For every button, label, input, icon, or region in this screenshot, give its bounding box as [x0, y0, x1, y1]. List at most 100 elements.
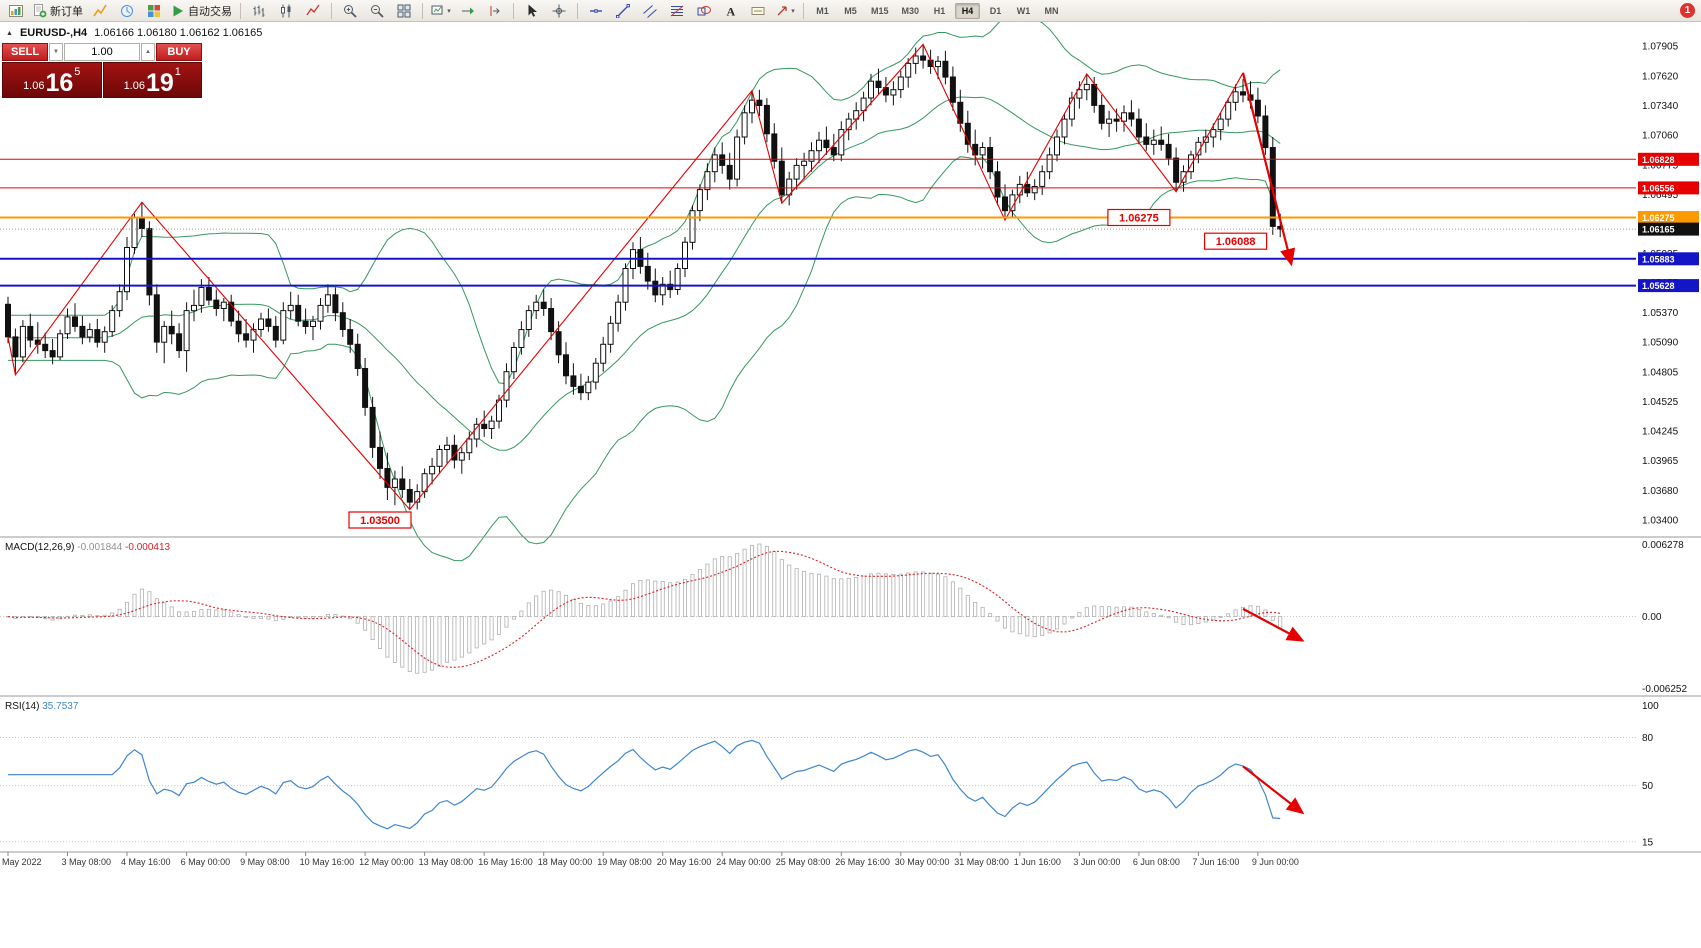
- price-annotation-box[interactable]: [348, 511, 412, 529]
- candle-wicks: [7, 44, 1281, 510]
- notification-badge[interactable]: 1: [1680, 3, 1695, 18]
- toolbar-separator: [577, 2, 578, 19]
- chevron-up-icon: ▲: [145, 49, 151, 55]
- price-tag-label: 1.05883: [1642, 254, 1675, 264]
- macd-down-arrow[interactable]: [1242, 607, 1305, 642]
- fibonacci-button[interactable]: [664, 0, 690, 21]
- timeframe-m1[interactable]: M1: [816, 5, 829, 16]
- chart-canvas[interactable]: 1.079051.076201.073401.070601.067751.064…: [0, 13, 1701, 943]
- price-annotation-text: 1.06275: [1119, 213, 1159, 225]
- cursor-icon: [525, 4, 539, 18]
- macd-signal-line: [7, 550, 1281, 668]
- chevron-down-icon: ▼: [53, 49, 59, 55]
- crosshair-button[interactable]: [546, 0, 572, 21]
- sell-button[interactable]: SELL: [2, 43, 48, 61]
- toolbar-separator: [422, 2, 423, 19]
- price-tag: [1638, 152, 1699, 166]
- one-click-toggle-icon[interactable]: ▲: [6, 29, 13, 37]
- toolbar-separator: [803, 2, 804, 19]
- sell-price-button[interactable]: 1.06 16 5: [2, 62, 102, 98]
- chart-canvas-holder: 1.07905 1.07620 1.07340 1.07060 1.06775 1.064…: [0, 13, 1701, 948]
- autoplay-icon: [171, 4, 185, 18]
- macd-histogram: [6, 543, 1283, 674]
- time-axis-label: 12 May 00:00: [359, 857, 414, 867]
- profiles-button[interactable]: [114, 0, 140, 21]
- tile-windows-button[interactable]: [391, 0, 417, 21]
- price-axis-label: 1.05370: [1642, 308, 1679, 319]
- timeframe-h4[interactable]: H4: [955, 2, 981, 19]
- autotrading-button[interactable]: 自动交易: [168, 0, 235, 21]
- line-chart-button[interactable]: [300, 0, 326, 21]
- svg-text:A: A: [727, 4, 736, 18]
- time-axis-label: 25 May 08:00: [776, 857, 831, 867]
- buy-price-button[interactable]: 1.06 19 1: [102, 62, 202, 98]
- autoscroll-icon: [461, 4, 475, 18]
- cursor-button[interactable]: [519, 0, 545, 21]
- fibo-icon: [670, 4, 684, 18]
- zoom-in-button[interactable]: [337, 0, 363, 21]
- timeframe-h1[interactable]: H1: [933, 5, 946, 16]
- timeframe-mn[interactable]: MN: [1044, 5, 1059, 16]
- candlestick-chart-button[interactable]: [273, 0, 299, 21]
- timeframe-m15[interactable]: M15: [871, 5, 889, 16]
- auto-scroll-button[interactable]: [455, 0, 481, 21]
- chart-area: 1.07905 1.07620 1.07340 1.07060 1.06775 1.064…: [0, 13, 1701, 943]
- price-axis-label: 1.07620: [1642, 72, 1679, 83]
- price-tag: [1638, 181, 1699, 195]
- terminal-button[interactable]: [3, 0, 29, 21]
- timeframe-m30[interactable]: M30: [901, 5, 920, 16]
- macd-axis-label: 0.006278: [1642, 540, 1684, 551]
- price-axis-label: 1.06775: [1642, 160, 1679, 171]
- time-axis-label: 3 May 08:00: [62, 857, 112, 867]
- shapes-button[interactable]: [691, 0, 717, 21]
- templates-button[interactable]: [141, 0, 167, 21]
- buy-button[interactable]: BUY: [156, 43, 202, 61]
- time-axis-label: 10 May 16:00: [300, 857, 355, 867]
- price-annotation-box[interactable]: [1203, 232, 1268, 250]
- symbol-ohlc: 1.06166 1.06180 1.06162 1.06165: [94, 27, 263, 39]
- bollinger-upper-band: [8, 13, 1281, 385]
- trendline-button[interactable]: [610, 0, 636, 21]
- indicators-button[interactable]: [87, 0, 113, 21]
- timeframe-w1[interactable]: W1: [1016, 5, 1031, 16]
- new-chart-button[interactable]: ▾: [428, 0, 454, 21]
- new-chart-icon: [431, 4, 445, 18]
- rsi-axis-label: 15: [1642, 837, 1654, 848]
- crosshair-icon: [552, 4, 566, 18]
- arrows-button[interactable]: ▾: [772, 0, 798, 21]
- timeframe-m5[interactable]: M5: [844, 5, 857, 16]
- price-tag-label: 1.06275: [1642, 213, 1675, 223]
- text-button[interactable]: A: [718, 0, 744, 21]
- price-axis-label: 1.06495: [1642, 190, 1679, 201]
- text-icon: A: [724, 4, 738, 18]
- horizontal-line-button[interactable]: [583, 0, 609, 21]
- chevron-down-icon: ▾: [791, 7, 795, 15]
- price-axis-label: 1.05090: [1642, 338, 1679, 349]
- ask-big-digits: 19: [145, 68, 174, 97]
- zoom-in-icon: [343, 4, 357, 18]
- price-tag: [1638, 211, 1699, 224]
- text-label-button[interactable]: [745, 0, 771, 21]
- equidistant-channel-button[interactable]: [637, 0, 663, 21]
- volume-up-button[interactable]: ▲: [141, 43, 155, 61]
- price-down-arrow[interactable]: [1241, 72, 1296, 267]
- toolbar-separator: [240, 2, 241, 19]
- price-annotation-box[interactable]: [1107, 208, 1171, 227]
- timeframe-d1[interactable]: D1: [989, 5, 1002, 16]
- rsi-down-arrow[interactable]: [1242, 765, 1305, 815]
- time-axis-label: 9 Jun 00:00: [1252, 857, 1299, 867]
- volume-down-button[interactable]: ▼: [49, 43, 63, 61]
- bollinger-lower-band: [8, 156, 1281, 562]
- shift-icon: [488, 4, 502, 18]
- chart-shift-button[interactable]: [482, 0, 508, 21]
- zoom-out-icon: [370, 4, 384, 18]
- volume-input[interactable]: [64, 43, 140, 61]
- zoom-out-button[interactable]: [364, 0, 390, 21]
- new-order-button[interactable]: 新订单: [30, 0, 86, 21]
- bar-chart-button[interactable]: [246, 0, 272, 21]
- bars-chart-icon: [252, 4, 266, 18]
- toolbar-separator: [513, 2, 514, 19]
- bollinger-middle-band: [8, 96, 1281, 451]
- candles-chart-icon: [279, 4, 293, 18]
- price-axis-label: 1.04805: [1642, 368, 1679, 379]
